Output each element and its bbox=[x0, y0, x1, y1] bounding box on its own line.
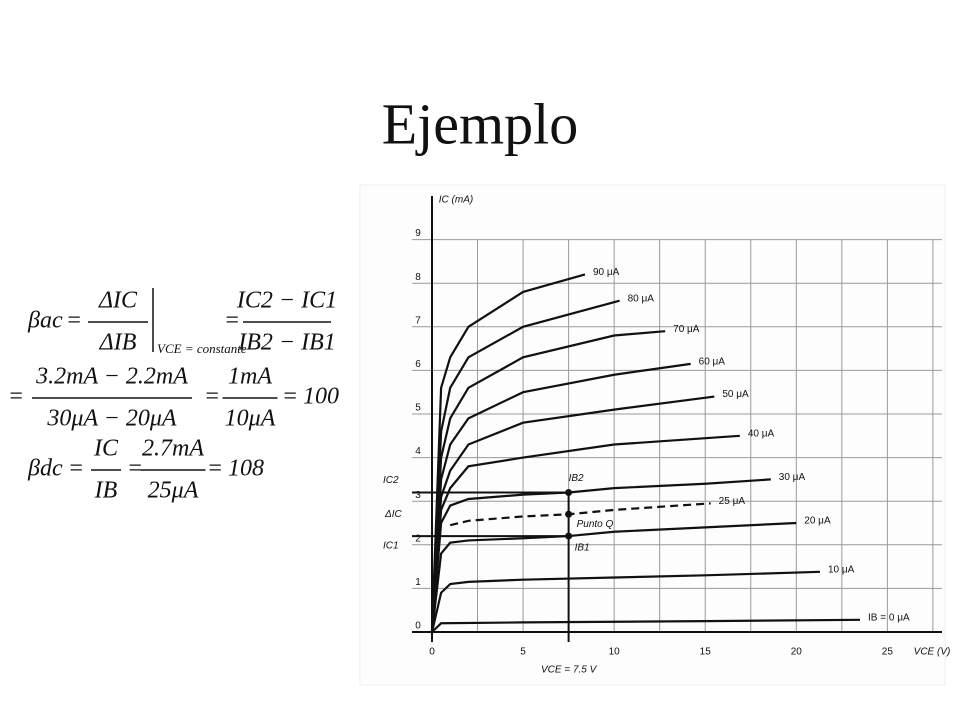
equation-text: = bbox=[207, 456, 223, 482]
equation-text: 25μA bbox=[148, 478, 199, 504]
curve-label: 20 μA bbox=[804, 516, 831, 527]
chart-frame bbox=[359, 184, 946, 686]
curve-label: 80 μA bbox=[628, 293, 655, 304]
equation-text: = bbox=[66, 308, 82, 334]
x-tick-label: 0 bbox=[429, 647, 435, 658]
curve bbox=[430, 299, 620, 633]
equation-text: ΔIB bbox=[99, 330, 137, 356]
equation-text: 3.2mA − 2.2mA bbox=[35, 364, 188, 390]
y-tick-label: 3 bbox=[415, 490, 421, 501]
annotation: Punto Q bbox=[577, 519, 614, 530]
x-tick-label: 20 bbox=[791, 647, 803, 658]
annotation: IB2 bbox=[569, 473, 584, 484]
curve-label: 90 μA bbox=[593, 267, 620, 278]
q-point bbox=[565, 488, 573, 496]
curve bbox=[430, 330, 666, 633]
annotation: IC1 bbox=[383, 541, 399, 552]
equation-text: VCE = constante bbox=[157, 341, 247, 356]
curve bbox=[430, 273, 586, 633]
annotation: VCE = 7.5 V bbox=[541, 665, 598, 676]
equation-text: IB2 − IB1 bbox=[237, 330, 336, 356]
curve bbox=[430, 478, 771, 633]
curve bbox=[430, 570, 820, 633]
equation-text: = bbox=[8, 384, 24, 410]
y-tick-label: 2 bbox=[415, 533, 421, 544]
q-point bbox=[565, 510, 573, 518]
equation-text: IC2 − IC1 bbox=[236, 288, 337, 314]
equation-text: 30μA − 20μA bbox=[46, 406, 177, 432]
x-tick-label: 25 bbox=[882, 647, 894, 658]
equation-text: 100 bbox=[303, 384, 339, 410]
y-tick-label: 8 bbox=[415, 272, 421, 283]
equation-text: = bbox=[204, 384, 220, 410]
curve-label: 50 μA bbox=[722, 389, 749, 400]
curve-label: 60 μA bbox=[699, 357, 726, 368]
y-tick-label: 1 bbox=[415, 577, 421, 588]
equation-text: 2.7mA bbox=[142, 436, 204, 462]
equation-text: IC bbox=[93, 436, 119, 462]
curve bbox=[449, 502, 711, 527]
equation-text: IB bbox=[94, 478, 118, 504]
y-tick-label: 0 bbox=[415, 621, 421, 632]
equation-text: βdc bbox=[27, 456, 63, 482]
equation-text: = bbox=[224, 308, 240, 334]
x-tick-label: 10 bbox=[609, 647, 621, 658]
q-point bbox=[565, 532, 573, 540]
y-tick-label: 5 bbox=[415, 403, 421, 414]
equation-text: 10μA bbox=[225, 406, 276, 432]
curve bbox=[431, 618, 861, 633]
equation-text: ΔIC bbox=[98, 288, 138, 314]
x-tick-label: 5 bbox=[520, 647, 526, 658]
equation-text: = bbox=[282, 384, 298, 410]
x-axis-label: VCE (V) bbox=[914, 647, 951, 658]
y-tick-label: 7 bbox=[415, 315, 421, 326]
equation-text: = bbox=[68, 456, 84, 482]
y-tick-label: 6 bbox=[415, 359, 421, 370]
equation-text: 108 bbox=[228, 456, 264, 482]
chart: 0 5 10 15 20 25 0 1 2 3 4 5 6 7 8 9 VCE (V) IC (mA) IB = 0… bbox=[383, 195, 950, 676]
y-tick-label: 9 bbox=[415, 228, 421, 239]
curve-label: 10 μA bbox=[828, 564, 855, 575]
curve-label: 40 μA bbox=[748, 428, 775, 439]
slide-title: Ejemplo bbox=[382, 91, 579, 156]
annotation: IC2 bbox=[383, 475, 399, 486]
curve-label: 30 μA bbox=[779, 472, 806, 483]
annotation: IB1 bbox=[575, 543, 590, 554]
curve-label: 25 μA bbox=[719, 496, 746, 507]
curve bbox=[430, 362, 691, 633]
curve-label: 70 μA bbox=[673, 324, 700, 335]
curve bbox=[430, 521, 797, 633]
curve-label: IB = 0 μA bbox=[868, 612, 910, 623]
equation-text: = bbox=[127, 456, 143, 482]
y-tick-label: 4 bbox=[415, 446, 421, 457]
x-tick-label: 15 bbox=[700, 647, 712, 658]
equation-text: βac bbox=[27, 308, 63, 334]
equation-text: 1mA bbox=[228, 364, 272, 390]
y-axis-label: IC (mA) bbox=[439, 195, 473, 206]
annotation: ΔIC bbox=[384, 509, 402, 520]
